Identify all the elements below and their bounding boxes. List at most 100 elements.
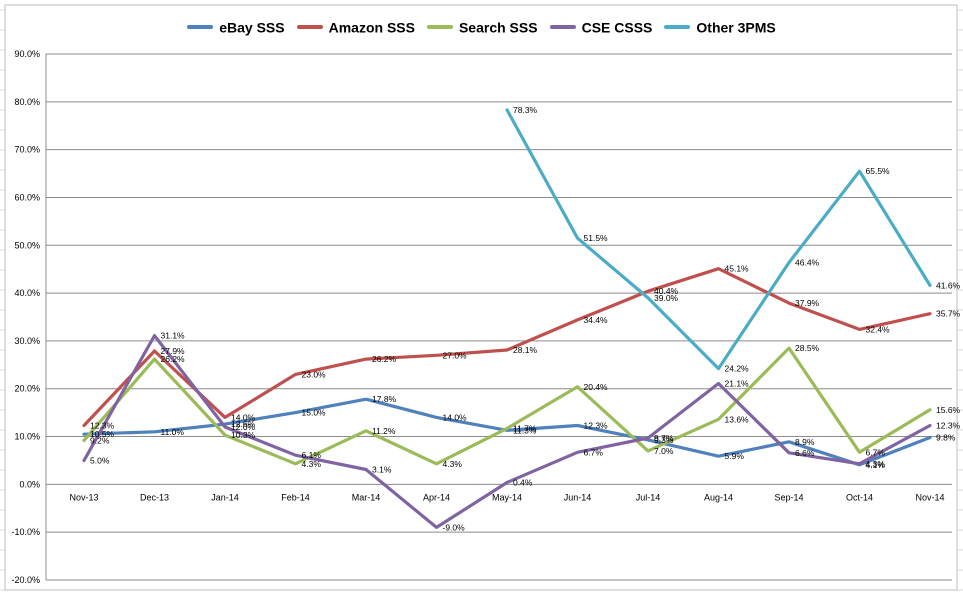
data-label: 6.7%	[866, 447, 886, 457]
legend-label: eBay SSS	[219, 19, 285, 36]
x-tick-label: Nov-13	[69, 492, 98, 502]
y-tick-label: 10.0%	[14, 432, 40, 442]
data-label: 7.0%	[654, 446, 674, 456]
legend-item: Search SSS	[426, 18, 538, 36]
data-label: 39.0%	[654, 293, 679, 303]
data-label: 14.0%	[443, 412, 468, 422]
data-label: 28.1%	[513, 345, 538, 355]
series-line-ebay-sss	[82, 397, 932, 467]
data-label: 46.4%	[795, 257, 820, 267]
y-tick-label: 20.0%	[14, 384, 40, 394]
data-label: 45.1%	[725, 264, 750, 274]
data-label: 9.3%	[654, 435, 674, 445]
data-label: 6.6%	[795, 448, 815, 458]
data-label: 4.3%	[302, 459, 322, 469]
legend-swatch	[426, 25, 453, 30]
data-label: 26.2%	[161, 354, 186, 364]
legend-item: CSE CSSS	[549, 18, 653, 36]
series-line-amazon-sss	[82, 267, 932, 428]
data-label: 15.6%	[936, 405, 961, 415]
data-label: 11.7%	[513, 423, 537, 433]
series-line-search-sss	[82, 346, 932, 466]
x-tick-label: May-14	[492, 492, 522, 502]
data-label: 65.5%	[866, 166, 891, 176]
data-label: 21.1%	[725, 378, 750, 388]
legend-swatch	[664, 25, 691, 30]
legend-label: CSE CSSS	[581, 19, 653, 36]
chart-legend: eBay SSS Amazon SSS Search SSS CSE CSSS Othe…	[0, 18, 963, 35]
data-label: 26.2%	[372, 354, 397, 364]
data-label: 27.9%	[161, 346, 186, 356]
data-label: 9.2%	[90, 435, 110, 445]
data-label: 5.9%	[725, 451, 745, 461]
data-label: 41.6%	[936, 280, 961, 290]
data-label: 34.4%	[584, 315, 609, 325]
data-label: 10.3%	[231, 430, 256, 440]
data-label: -9.0%	[443, 522, 466, 532]
data-label: 6.7%	[584, 447, 604, 457]
y-tick-label: -10.0%	[11, 527, 40, 537]
data-label: 31.1%	[161, 331, 186, 341]
data-label: 9.8%	[936, 433, 956, 443]
legend-label: Other 3PMS	[696, 19, 776, 36]
series-line-cse-csss	[82, 334, 932, 529]
y-tick-label: 50.0%	[14, 240, 40, 250]
data-label: 4.1%	[866, 460, 886, 470]
legend-label: Amazon SSS	[328, 19, 415, 36]
data-label: 5.0%	[90, 455, 110, 465]
data-label: 12.0%	[231, 422, 256, 432]
legend-swatch	[187, 25, 214, 30]
data-label: 0.4%	[513, 477, 533, 487]
data-label: 78.3%	[513, 105, 538, 115]
y-tick-label: 90.0%	[14, 49, 40, 59]
y-tick-label: -20.0%	[11, 575, 40, 585]
series-line-other-3pms	[505, 108, 932, 371]
x-tick-label: Jan-14	[211, 492, 239, 502]
data-label: 20.4%	[584, 382, 609, 392]
y-tick-label: 80.0%	[14, 97, 40, 107]
data-label: 10.5%	[90, 429, 115, 439]
x-tick-label: Oct-14	[846, 492, 873, 502]
data-label: 13.6%	[725, 414, 750, 424]
y-tick-label: 70.0%	[14, 145, 40, 155]
y-tick-label: 0.0%	[19, 479, 40, 489]
x-tick-label: Feb-14	[281, 492, 310, 502]
data-label: 11.3%	[513, 425, 537, 435]
x-tick-label: Jul-14	[636, 492, 661, 502]
data-label: 35.7%	[936, 309, 961, 319]
legend-swatch	[549, 25, 576, 30]
data-label: 24.2%	[725, 364, 750, 374]
data-label: 14.0%	[231, 412, 256, 422]
data-label: 40.4%	[654, 286, 679, 296]
x-tick-label: Dec-13	[140, 492, 169, 502]
x-tick-label: Aug-14	[704, 492, 733, 502]
x-tick-label: Nov-14	[915, 492, 944, 502]
data-label: 11.2%	[372, 426, 396, 436]
legend-label: Search SSS	[458, 19, 538, 36]
x-tick-label: Sep-14	[774, 492, 803, 502]
data-label: 6.1%	[302, 450, 322, 460]
legend-swatch	[296, 25, 323, 30]
y-tick-label: 40.0%	[14, 288, 40, 298]
data-label: 32.4%	[866, 324, 891, 334]
data-label: 12.3%	[584, 421, 609, 431]
data-label: 37.9%	[795, 298, 820, 308]
data-label: 23.0%	[302, 369, 327, 379]
data-label: 3.1%	[372, 465, 392, 475]
data-label: 27.0%	[443, 350, 468, 360]
chart-area	[4, 4, 958, 591]
legend-item: eBay SSS	[187, 18, 285, 36]
data-label: 17.8%	[372, 394, 397, 404]
data-label: 12.3%	[936, 421, 961, 431]
legend-item: Amazon SSS	[296, 18, 415, 36]
data-label: 11.0%	[161, 427, 185, 437]
data-label: 4.3%	[866, 459, 886, 469]
x-tick-label: Jun-14	[564, 492, 592, 502]
legend-item: Other 3PMS	[664, 18, 776, 36]
data-label: 28.5%	[795, 343, 820, 353]
y-tick-label: 60.0%	[14, 192, 40, 202]
data-label: 4.3%	[443, 459, 463, 469]
data-label: 9.7%	[654, 433, 674, 443]
